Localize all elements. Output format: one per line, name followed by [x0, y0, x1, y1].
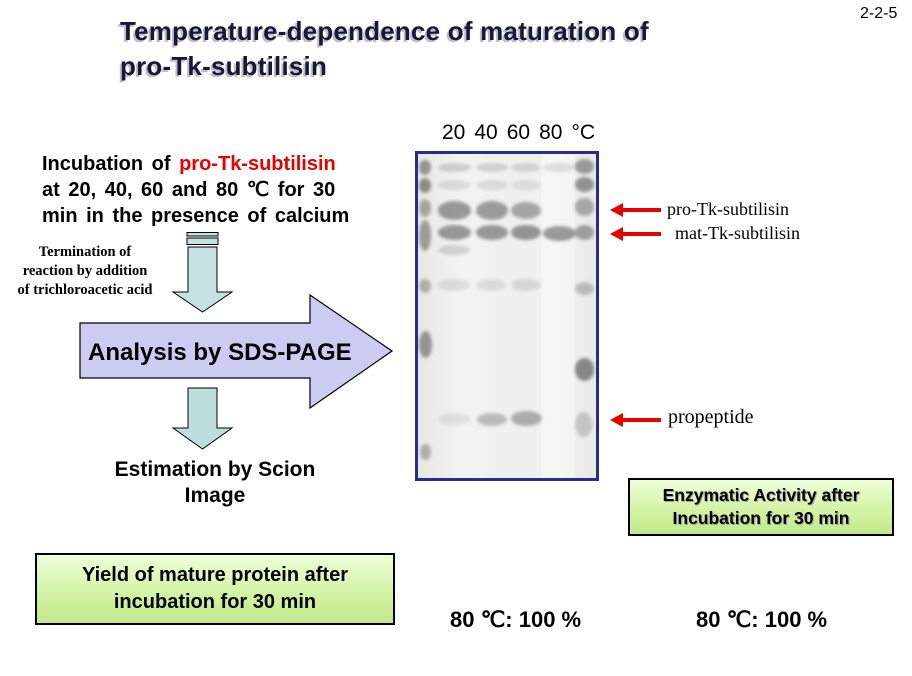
- gel-band: [510, 201, 541, 219]
- gel-band: [511, 411, 542, 427]
- incubation-line2: at 20, 40, 60 and 80 ℃ for 30: [42, 179, 336, 201]
- gel-band: [437, 179, 472, 190]
- yield-values-list: 80 ℃: 100 % 60 ℃ : 85 % 40 ℃ : 61 % 20 ℃…: [450, 542, 581, 676]
- gel-band: [419, 443, 432, 461]
- yield-value-80: 80 ℃: 100 %: [450, 607, 582, 632]
- gel-band: [475, 200, 508, 220]
- red-arrow-mat-icon: [610, 227, 662, 241]
- gel-band: [543, 226, 576, 242]
- lane-unit-label: °C: [571, 121, 596, 144]
- gel-band: [437, 278, 470, 292]
- band-label-propeptide: propeptide: [668, 406, 754, 428]
- right-arrow-icon: [78, 292, 396, 417]
- yield-box: Yield of mature protein after incubation…: [35, 553, 395, 625]
- slide-number: 2-2-5: [860, 5, 898, 22]
- gel-band: [418, 278, 432, 294]
- gel-band: [418, 199, 432, 218]
- gel-band: [437, 163, 472, 173]
- estimation-line1: Estimation by Scion: [114, 458, 316, 481]
- sds-page-gel-image: [415, 151, 599, 481]
- gel-band: [418, 220, 432, 252]
- gel-band: [437, 225, 472, 240]
- gel-band: [574, 281, 595, 295]
- incubation-line1: Incubation of pro-Tk-subtilisin: [42, 151, 396, 177]
- incubation-text: Incubation of pro-Tk-subtilisin at 20, 4…: [42, 151, 396, 229]
- termination-note: Termination of reaction by addition of t…: [2, 243, 168, 300]
- band-label-mat: mat-Tk-subtilisin: [675, 223, 800, 243]
- gel-band: [475, 179, 508, 190]
- activity-box-line1: Enzymatic Activity after: [662, 485, 860, 505]
- gel-band: [475, 278, 507, 292]
- gel-band: [510, 163, 541, 173]
- incubation-highlight: pro-Tk-subtilisin: [179, 153, 336, 175]
- lane-label-80: 80: [539, 121, 563, 144]
- slide-title-line1: Temperature-dependence of maturation of: [120, 16, 649, 46]
- incubation-prefix: Incubation of: [42, 153, 180, 175]
- estimation-text: Estimation by Scion Image: [95, 457, 335, 509]
- red-arrow-shaft: [621, 208, 661, 212]
- gel-band: [418, 178, 432, 193]
- gel-band: [418, 160, 432, 176]
- termination-line3: of trichloroacetic acid: [17, 282, 153, 298]
- analysis-label: Analysis by SDS-PAGE: [88, 339, 352, 366]
- slide-title-line2: pro-Tk-subtilisin: [120, 51, 328, 81]
- gel-band: [574, 197, 595, 216]
- termination-line2: reaction by addition: [22, 263, 148, 279]
- gel-light-region: [540, 154, 575, 478]
- estimation-line2: Image: [184, 484, 246, 507]
- red-arrow-propeptide-icon: [610, 413, 662, 427]
- gel-band: [574, 411, 593, 438]
- band-label-pro: pro-Tk-subtilisin: [667, 199, 789, 219]
- gel-band: [574, 158, 595, 174]
- lane-label-60: 60: [506, 121, 531, 144]
- activity-values-list: 80 ℃: 100 % 60 ℃ : 37 % 40 ℃ : 3.8 % 20 …: [696, 542, 839, 676]
- activity-box: Enzymatic Activity after Incubation for …: [628, 478, 894, 536]
- lane-label-40: 40: [474, 121, 498, 144]
- red-arrow-head: [610, 227, 623, 241]
- gel-band: [574, 358, 595, 381]
- red-arrow-head: [610, 413, 623, 427]
- gel-band: [510, 225, 541, 241]
- incubation-line3: min in the presence of calcium: [42, 205, 350, 227]
- termination-line1: Termination of: [38, 244, 132, 260]
- gel-band: [437, 200, 472, 220]
- gel-band: [510, 179, 541, 190]
- activity-value-80: 80 ℃: 100 %: [696, 607, 828, 632]
- slide-title: Temperature-dependence of maturation of …: [120, 14, 780, 84]
- down-arrow-icon: [170, 386, 236, 457]
- red-arrow-pro-icon: [610, 203, 662, 217]
- gel-band: [476, 412, 507, 427]
- gel-lane-labels: 20 40 60 80 °C: [442, 121, 595, 145]
- yield-box-line1: Yield of mature protein after: [82, 564, 348, 586]
- red-arrow-shaft: [621, 232, 661, 236]
- gel-band: [542, 163, 575, 173]
- lane-label-20: 20: [442, 121, 466, 144]
- gel-band: [437, 244, 470, 256]
- striped-down-arrow-icon: [170, 231, 236, 320]
- gel-band: [475, 163, 508, 173]
- gel-band: [475, 225, 508, 240]
- red-arrow-shaft: [621, 418, 661, 422]
- gel-band: [418, 330, 433, 359]
- red-arrow-head: [610, 203, 623, 217]
- activity-box-line2: Incubation for 30 min: [672, 508, 850, 528]
- gel-band: [574, 176, 595, 192]
- gel-band: [439, 413, 470, 425]
- yield-box-line2: incubation for 30 min: [113, 591, 317, 613]
- gel-band: [574, 224, 595, 240]
- gel-band: [510, 278, 541, 292]
